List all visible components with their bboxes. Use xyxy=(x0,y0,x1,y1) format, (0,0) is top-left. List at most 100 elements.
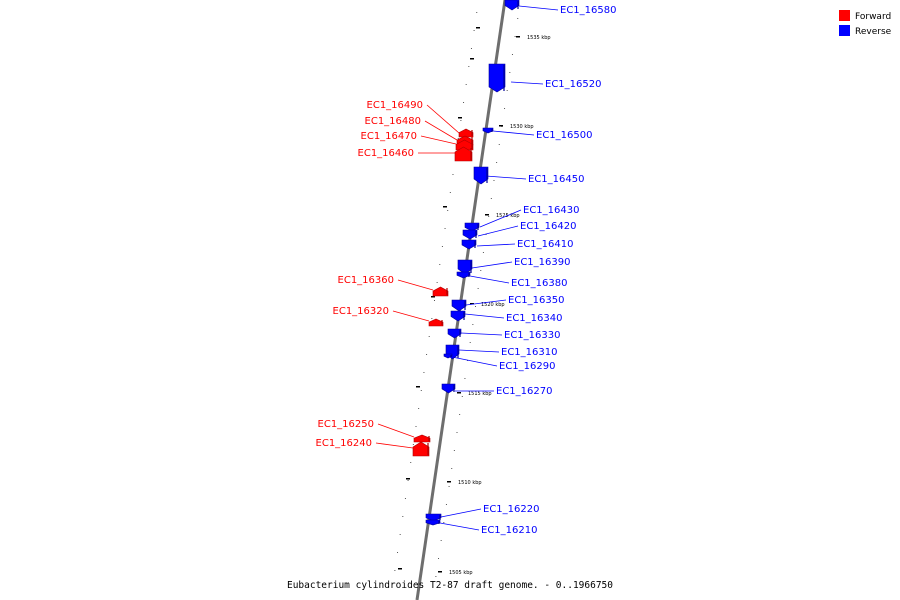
scale-tick-label: 1510 kbp xyxy=(458,480,482,486)
backbone-dot xyxy=(461,396,463,397)
gene-EC1_16340-label[interactable]: EC1_16340 xyxy=(506,313,562,324)
gene-EC1_16390-glyph[interactable] xyxy=(457,259,473,275)
backbone-dot xyxy=(488,216,490,217)
gene-EC1_16480-label[interactable]: EC1_16480 xyxy=(365,116,421,127)
backbone-dot xyxy=(490,198,492,199)
gene-EC1_16270-label[interactable]: EC1_16270 xyxy=(496,386,552,397)
backbone-dot xyxy=(456,432,458,433)
gene-EC1_16460-glyph[interactable] xyxy=(454,146,473,162)
gene-EC1_16220-glyph[interactable] xyxy=(425,513,442,522)
backbone-dot xyxy=(496,162,498,163)
gene-EC1_16330-leader xyxy=(460,332,503,336)
minor-tick xyxy=(458,117,462,119)
gene-EC1_16340-glyph[interactable] xyxy=(450,310,466,322)
scale-tick-label: 1530 kbp xyxy=(510,124,534,130)
gene-EC1_16420-label[interactable]: EC1_16420 xyxy=(520,221,576,232)
backbone-dot xyxy=(476,12,478,13)
gene-EC1_16580-glyph[interactable] xyxy=(504,0,520,11)
backbone-dot xyxy=(514,36,516,37)
gene-EC1_16500-label[interactable]: EC1_16500 xyxy=(536,130,592,141)
backbone-dot xyxy=(426,354,428,355)
gene-EC1_16290-glyph[interactable] xyxy=(443,353,453,359)
backbone-dot xyxy=(439,264,441,265)
gene-EC1_16250-label[interactable]: EC1_16250 xyxy=(318,419,374,430)
gene-EC1_16210-glyph[interactable] xyxy=(425,519,441,526)
minor-tick xyxy=(443,206,447,208)
gene-EC1_16360-glyph[interactable] xyxy=(432,286,449,297)
gene-EC1_16330-glyph[interactable] xyxy=(447,328,462,339)
gene-leader-lines xyxy=(375,5,559,531)
backbone-dot xyxy=(443,522,445,523)
legend-reverse-swatch xyxy=(839,25,850,36)
scale-tick xyxy=(438,571,442,573)
gene-EC1_16450-label[interactable]: EC1_16450 xyxy=(528,174,584,185)
backbone-dot xyxy=(459,414,461,415)
scale-tick-label: 1535 kbp xyxy=(527,35,551,41)
backbone-dot xyxy=(470,48,472,49)
backbone-dot xyxy=(420,390,422,391)
gene-EC1_16240-label[interactable]: EC1_16240 xyxy=(316,438,372,449)
gene-EC1_16350-glyph[interactable] xyxy=(451,299,467,312)
scale-tick-label: 1525 kbp xyxy=(496,213,520,219)
gene-EC1_16520-label[interactable]: EC1_16520 xyxy=(545,79,601,90)
gene-EC1_16470-glyph[interactable] xyxy=(455,139,474,151)
scale-tick xyxy=(457,392,461,394)
backbone-dot xyxy=(457,138,459,139)
scale-tick-label: 1505 kbp xyxy=(449,570,473,576)
gene-EC1_16250-glyph[interactable] xyxy=(413,434,431,443)
gene-EC1_16520-glyph[interactable] xyxy=(488,63,506,93)
gene-EC1_16470-leader xyxy=(420,135,457,145)
gene-EC1_16360-leader xyxy=(397,279,434,291)
gene-EC1_16430-glyph[interactable] xyxy=(464,222,480,232)
gene-EC1_16210-label[interactable]: EC1_16210 xyxy=(481,525,537,536)
gene-EC1_16310-label[interactable]: EC1_16310 xyxy=(501,347,557,358)
scale-tick-label: 1520 kbp xyxy=(481,302,505,308)
gene-EC1_16380-label[interactable]: EC1_16380 xyxy=(511,278,567,289)
gene-EC1_16380-glyph[interactable] xyxy=(456,271,471,279)
minor-tick xyxy=(431,296,435,298)
gene-EC1_16350-label[interactable]: EC1_16350 xyxy=(508,295,564,306)
legend-forward-label: Forward xyxy=(855,12,891,22)
backbone-dot xyxy=(506,90,508,91)
gene-EC1_16320-glyph[interactable] xyxy=(428,318,444,327)
gene-EC1_16330-label[interactable]: EC1_16330 xyxy=(504,330,560,341)
gene-EC1_16220-label[interactable]: EC1_16220 xyxy=(483,504,539,515)
gene-EC1_16240-glyph[interactable] xyxy=(412,441,430,457)
backbone-dot xyxy=(493,180,495,181)
gene-EC1_16430-label[interactable]: EC1_16430 xyxy=(523,205,579,216)
gene-EC1_16420-glyph[interactable] xyxy=(462,229,478,240)
gene-EC1_16320-label[interactable]: EC1_16320 xyxy=(333,306,389,317)
backbone-dot xyxy=(472,324,474,325)
gene-EC1_16500-leader xyxy=(492,130,535,136)
gene-EC1_16500-glyph[interactable] xyxy=(482,127,494,134)
gene-EC1_16460-label[interactable]: EC1_16460 xyxy=(358,148,414,159)
backbone-dot xyxy=(440,540,442,541)
scale-tick xyxy=(447,481,451,483)
backbone-dot xyxy=(423,372,425,373)
gene-EC1_16360-label[interactable]: EC1_16360 xyxy=(338,275,394,286)
backbone-dot xyxy=(448,486,450,487)
backbone-dot xyxy=(509,72,511,73)
gene-EC1_16490-label[interactable]: EC1_16490 xyxy=(367,100,423,111)
backbone-dot xyxy=(394,570,396,571)
genome-caption: Eubacterium cylindroides T2-87 draft gen… xyxy=(287,580,613,591)
gene-EC1_16290-label[interactable]: EC1_16290 xyxy=(499,361,555,372)
gene-EC1_16470-label[interactable]: EC1_16470 xyxy=(361,131,417,142)
gene-EC1_16450-glyph[interactable] xyxy=(473,166,489,185)
backbone-dots xyxy=(394,12,519,577)
backbone-dot xyxy=(485,234,487,235)
gene-EC1_16580-label[interactable]: EC1_16580 xyxy=(560,5,616,16)
backbone-dot xyxy=(433,300,435,301)
backbone-dot xyxy=(464,378,466,379)
gene-EC1_16490-glyph[interactable] xyxy=(458,128,474,138)
scale-tick xyxy=(499,125,503,127)
gene-EC1_16310-leader xyxy=(458,349,500,353)
minor-tick xyxy=(476,27,480,29)
gene-EC1_16410-label[interactable]: EC1_16410 xyxy=(517,239,573,250)
gene-EC1_16390-label[interactable]: EC1_16390 xyxy=(514,257,570,268)
backbone-dot xyxy=(444,228,446,229)
gene-glyphs xyxy=(412,0,520,526)
minor-tick xyxy=(406,478,410,480)
gene-EC1_16270-glyph[interactable] xyxy=(441,383,456,394)
gene-EC1_16410-glyph[interactable] xyxy=(461,239,477,250)
